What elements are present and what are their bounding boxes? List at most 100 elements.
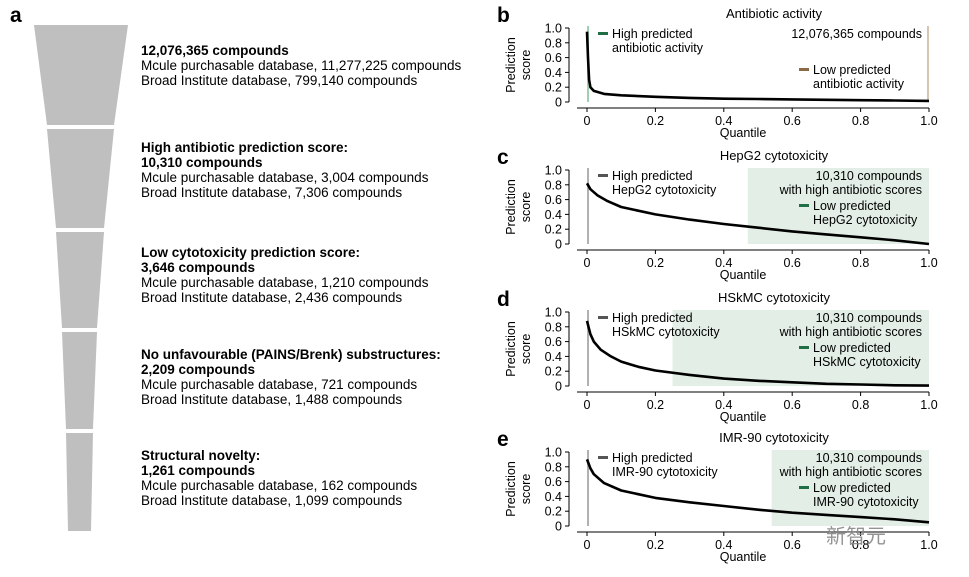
high-legend-label: IMR-90 cytotoxicity: [612, 465, 718, 479]
low-legend-label: HSkMC cytotoxicity: [813, 355, 921, 369]
x-tick-label: 0.6: [784, 398, 801, 412]
y-axis-label: Prediction: [504, 179, 518, 235]
stage-line: Mcule purchasable database, 1,210 compou…: [141, 275, 429, 290]
chart-title: IMR-90 cytotoxicity: [719, 430, 829, 445]
chart-title: Antibiotic activity: [726, 6, 823, 21]
low-legend-label: Low predicted: [813, 341, 891, 355]
low-legend-label: Low predicted: [813, 481, 891, 495]
stage-line: Mcule purchasable database, 3,004 compou…: [141, 170, 429, 185]
x-tick-label: 0.2: [647, 256, 664, 270]
stage-line: Mcule purchasable database, 11,277,225 c…: [141, 58, 462, 73]
panel-letter: c: [497, 146, 509, 169]
stage-title: Structural novelty:: [141, 448, 261, 463]
stage-count: 10,310 compounds: [141, 155, 263, 170]
x-tick-label: 0.4: [715, 538, 732, 552]
x-tick-label: 0.2: [647, 114, 664, 128]
x-tick-label: 0.6: [784, 114, 801, 128]
low-legend-label: Low predicted: [813, 63, 891, 77]
high-legend-label: HSkMC cytotoxicity: [612, 325, 720, 339]
y-tick-label: 0.4: [545, 208, 562, 222]
low-legend-label: antibiotic activity: [813, 77, 905, 91]
high-legend-label: High predicted: [612, 27, 693, 41]
stage-line: Broad Institute database, 7,306 compound…: [141, 185, 403, 200]
funnel-segment-3: [56, 232, 104, 328]
funnel: [34, 25, 128, 531]
y-tick-label: 0.8: [545, 320, 562, 334]
low-legend-swatch: [799, 486, 809, 489]
y-tick-label: 0.4: [545, 490, 562, 504]
stage-title: No unfavourable (PAINS/Brenk) substructu…: [141, 347, 441, 362]
series-line: [585, 458, 930, 524]
count-label: 10,310 compounds: [816, 169, 922, 183]
x-axis-label: Quantile: [720, 268, 767, 282]
high-legend-label: High predicted: [612, 451, 693, 465]
x-tick-label: 1.0: [920, 114, 937, 128]
stage-count: 1,261 compounds: [141, 463, 256, 478]
low-legend-swatch: [799, 68, 809, 71]
x-tick-label: 0.8: [852, 256, 869, 270]
x-tick-label: 0: [584, 114, 591, 128]
stage-line: Mcule purchasable database, 162 compound…: [141, 478, 418, 493]
chart-title: HepG2 cytotoxicity: [720, 148, 829, 163]
low-legend-swatch: [799, 346, 809, 349]
panel-a-letter: a: [10, 4, 22, 27]
y-tick-label: 0.8: [545, 460, 562, 474]
y-axis-label: Prediction: [504, 461, 518, 517]
stage-1: 12,076,365 compounds Mcule purchasable d…: [141, 43, 501, 88]
series-line: [585, 320, 930, 387]
funnel-segment-1: [34, 25, 128, 125]
y-tick-label: 0.2: [545, 223, 562, 237]
high-legend-label: High predicted: [612, 169, 693, 183]
y-tick-label: 0.6: [545, 193, 562, 207]
stage-5: Structural novelty: 1,261 compounds Mcul…: [141, 448, 501, 508]
count-label: with high antibiotic scores: [779, 325, 922, 339]
y-tick-label: 0.4: [545, 350, 562, 364]
stage-3: Low cytotoxicity prediction score: 3,646…: [141, 245, 501, 305]
y-tick-label: 0.8: [545, 36, 562, 50]
high-legend-swatch: [598, 174, 608, 177]
y-axis-label: score: [519, 192, 533, 223]
x-tick-label: 0.2: [647, 538, 664, 552]
stage-title: High antibiotic prediction score:: [141, 140, 349, 155]
stage-4: No unfavourable (PAINS/Brenk) substructu…: [141, 347, 501, 407]
high-legend-swatch: [598, 456, 608, 459]
y-tick-label: 0.2: [545, 365, 562, 379]
stage-line: Broad Institute database, 799,140 compou…: [141, 73, 418, 88]
y-tick-label: 0.2: [545, 505, 562, 519]
stage-count: 3,646 compounds: [141, 260, 256, 275]
y-tick-label: 1.0: [545, 22, 562, 36]
x-tick-label: 0: [584, 538, 591, 552]
y-axis-label: score: [519, 334, 533, 365]
y-tick-label: 1.0: [545, 446, 562, 460]
x-axis-label: Quantile: [720, 410, 767, 424]
x-tick-label: 0.4: [715, 114, 732, 128]
y-tick-label: 0.2: [545, 81, 562, 95]
funnel-segment-5: [66, 433, 93, 531]
shaded-region: [747, 168, 929, 244]
stage-line: Broad Institute database, 1,488 compound…: [141, 392, 403, 407]
y-axis-label: Prediction: [504, 37, 518, 93]
x-tick-label: 0.4: [715, 398, 732, 412]
y-tick-label: 0.6: [545, 335, 562, 349]
stage-title: 12,076,365 compounds: [141, 43, 289, 58]
x-tick-label: 1.0: [920, 398, 937, 412]
x-tick-label: 0.2: [647, 398, 664, 412]
funnel-segment-2: [47, 129, 114, 228]
panel-letter: e: [497, 428, 509, 451]
low-legend-swatch: [799, 204, 809, 207]
high-legend-label: High predicted: [612, 311, 693, 325]
y-tick-label: 1.0: [545, 164, 562, 178]
x-tick-label: 1.0: [920, 538, 937, 552]
count-label: 10,310 compounds: [816, 451, 922, 465]
series-line: [585, 182, 930, 246]
high-legend-swatch: [598, 32, 608, 35]
count-label: 12,076,365 compounds: [791, 27, 922, 41]
y-tick-label: 0: [555, 238, 562, 252]
x-tick-label: 0.4: [715, 256, 732, 270]
x-tick-label: 0.6: [784, 538, 801, 552]
stage-line: Broad Institute database, 1,099 compound…: [141, 493, 403, 508]
y-axis-label: score: [519, 50, 533, 81]
high-legend-label: antibiotic activity: [612, 41, 704, 55]
